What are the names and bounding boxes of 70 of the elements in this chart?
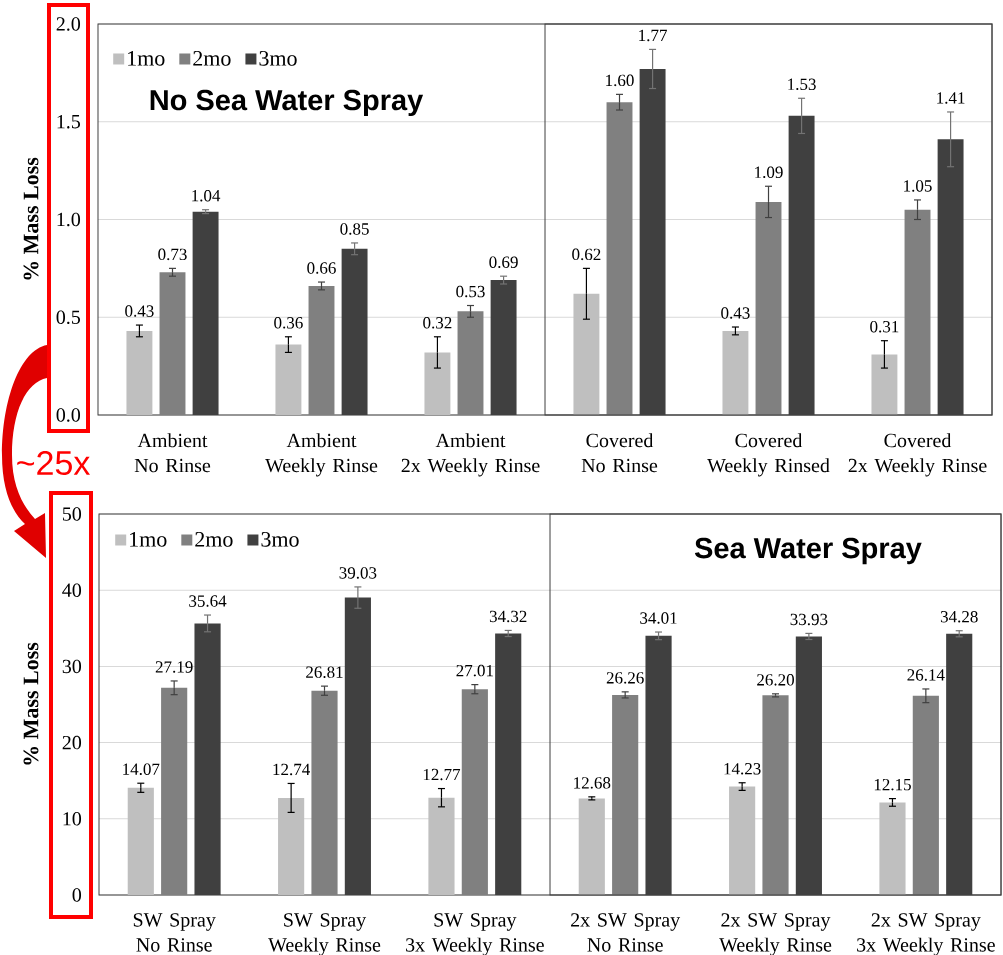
legend-label: 3mo (261, 531, 299, 547)
data-label: 26.20 (757, 674, 794, 686)
data-label: 1.77 (639, 29, 667, 42)
legend-label: 2mo (195, 531, 233, 547)
data-label: 1.60 (606, 74, 634, 87)
text: Sea Water Spray (694, 537, 922, 565)
y-tick-label: 10 (63, 812, 82, 826)
y-tick-label: 0.0 (56, 408, 81, 422)
y-tick-label: 1.0 (57, 212, 81, 227)
y-tick-label: 2.0 (56, 17, 81, 31)
data-label: 27.19 (155, 661, 193, 673)
data-label: 39.03 (339, 567, 377, 579)
data-label: 26.26 (606, 672, 644, 684)
x-tick-label: SW Spray 3x Weekly Rinse (406, 913, 544, 955)
data-label: 27.01 (456, 664, 493, 677)
data-label: 0.69 (489, 256, 518, 268)
y-tick-label: 20 (62, 735, 82, 750)
y-axis-title: % Mass Loss (23, 157, 39, 280)
x-tick-label: Ambient No Rinse (134, 433, 211, 473)
legend-label: 1mo (128, 50, 165, 66)
data-label: 0.73 (158, 248, 187, 261)
x-tick-label: Covered Weekly Rinsed (707, 433, 830, 477)
text: No Sea Water Spray (150, 89, 424, 117)
data-label: 14.23 (724, 763, 761, 775)
y-tick-label: 30 (62, 659, 82, 674)
data-label: 0.36 (274, 317, 303, 329)
y-tick-label: 50 (62, 507, 82, 521)
data-label: 0.53 (456, 285, 485, 298)
legend-label: 3mo (259, 50, 297, 66)
data-label: 34.01 (640, 612, 677, 624)
data-label: 1.04 (192, 189, 221, 202)
y-axis-title: % Mass Loss (23, 642, 39, 765)
x-tick-label: 2x SW Spray Weekly Rinse (719, 913, 832, 955)
data-label: 35.64 (189, 595, 227, 607)
y-tick-label: 40 (62, 583, 82, 597)
data-label: 33.93 (790, 613, 828, 626)
x-tick-label: Ambient 2x Weekly Rinse (401, 433, 540, 477)
data-label: 12.74 (273, 763, 310, 776)
x-tick-label: SW Spray No Rinse (133, 913, 216, 952)
legend-label: 1mo (130, 531, 167, 547)
data-label: 14.07 (123, 763, 160, 776)
data-label: 0.32 (423, 317, 452, 329)
data-label: 0.31 (870, 320, 899, 333)
y-tick-label: 0.5 (56, 310, 81, 325)
text: ~25x (17, 450, 91, 476)
data-label: 12.15 (874, 778, 911, 791)
data-label: 1.09 (755, 166, 783, 179)
y-tick-label: 0 (72, 888, 82, 902)
x-tick-label: SW Spray Weekly Rinse (268, 913, 381, 955)
data-label: 0.43 (721, 307, 750, 319)
data-label: 1.53 (788, 78, 816, 91)
data-label: 0.85 (340, 223, 369, 235)
x-tick-label: Covered No Rinse (581, 433, 658, 473)
data-label: 34.32 (489, 610, 527, 623)
data-label: 12.77 (423, 768, 461, 781)
data-label: 1.05 (904, 180, 932, 192)
x-tick-label: 2x SW Spray No Rinse (571, 913, 681, 952)
x-tick-label: Ambient Weekly Rinse (265, 433, 378, 477)
data-label: 0.66 (307, 262, 336, 274)
data-label: 0.43 (125, 305, 154, 317)
data-label: 1.41 (937, 92, 965, 104)
legend-label: 2mo (193, 50, 231, 66)
x-tick-label: Covered 2x Weekly Rinse (848, 433, 987, 477)
data-label: 0.62 (572, 248, 601, 261)
y-tick-label: 1.5 (57, 114, 81, 129)
x-tick-label: 2x SW Spray 3x Weekly Rinse (857, 913, 995, 955)
data-label: 26.81 (306, 666, 343, 678)
data-label: 26.14 (907, 669, 945, 681)
data-label: 12.68 (574, 777, 611, 789)
data-label: 34.28 (940, 610, 978, 623)
